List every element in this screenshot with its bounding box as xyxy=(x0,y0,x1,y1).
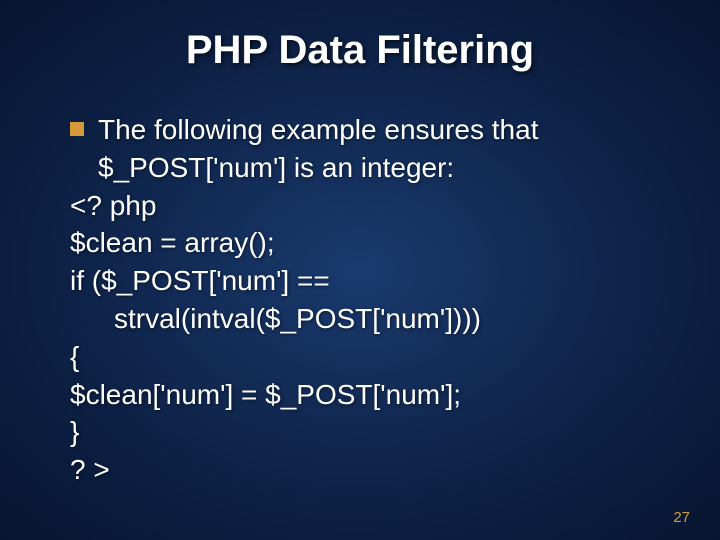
bullet-text: The following example ensures that $_POS… xyxy=(98,111,670,187)
bullet-item: The following example ensures that $_POS… xyxy=(70,111,670,187)
page-number: 27 xyxy=(673,509,690,526)
code-line-5: { xyxy=(70,338,670,376)
code-line-8: ? > xyxy=(70,451,670,489)
slide-title: PHP Data Filtering xyxy=(50,28,670,73)
code-line-1: <? php xyxy=(70,187,670,225)
slide-content: The following example ensures that $_POS… xyxy=(50,111,670,489)
code-line-7: } xyxy=(70,413,670,451)
code-line-3: if ($_POST['num'] == xyxy=(70,262,670,300)
code-line-6: $clean['num'] = $_POST['num']; xyxy=(70,376,670,414)
code-line-4: strval(intval($_POST['num']))) xyxy=(114,300,670,338)
slide: PHP Data Filtering The following example… xyxy=(0,0,720,540)
code-line-2: $clean = array(); xyxy=(70,224,670,262)
bullet-square-icon xyxy=(70,122,84,136)
